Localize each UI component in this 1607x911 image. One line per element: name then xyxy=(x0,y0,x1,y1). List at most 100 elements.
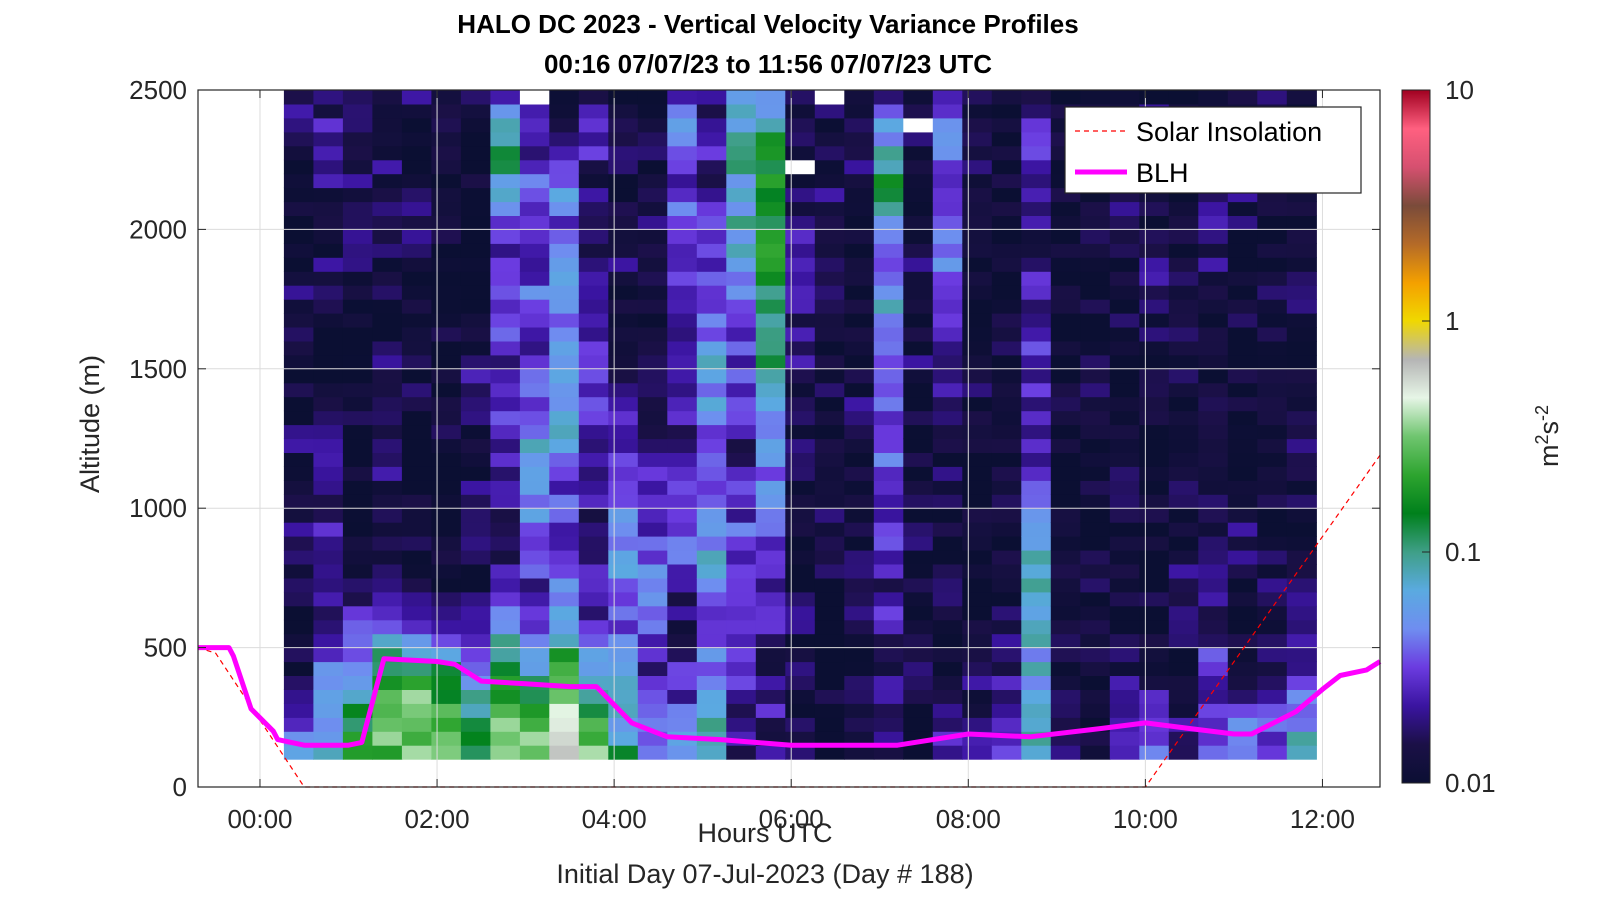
heatmap-cell xyxy=(1109,424,1140,440)
heatmap-cell xyxy=(667,90,698,105)
heatmap-cell xyxy=(401,173,432,189)
heatmap-cell xyxy=(1257,424,1288,440)
heatmap-cell xyxy=(932,466,963,481)
heatmap-cell xyxy=(1080,647,1111,663)
heatmap-cell xyxy=(785,675,816,690)
heatmap-cell xyxy=(578,480,609,495)
heatmap-cell xyxy=(1080,396,1111,412)
heatmap-cell xyxy=(1139,577,1170,593)
heatmap-cell xyxy=(431,689,462,704)
heatmap-cell xyxy=(1109,647,1140,663)
heatmap-cell xyxy=(283,717,314,732)
heatmap-cell xyxy=(726,410,757,426)
heatmap-cell xyxy=(578,717,609,732)
heatmap-cell xyxy=(401,368,432,384)
heatmap-cell xyxy=(814,145,845,161)
heatmap-cell xyxy=(1139,215,1170,230)
heatmap-cell xyxy=(1257,480,1288,495)
heatmap-cell xyxy=(1109,452,1140,467)
heatmap-cell xyxy=(1227,717,1258,732)
heatmap-cell xyxy=(873,564,904,579)
heatmap-cell xyxy=(755,257,786,272)
heatmap-cell xyxy=(932,675,963,690)
heatmap-cell xyxy=(962,661,993,676)
heatmap-cell xyxy=(1168,494,1199,509)
heatmap-cell xyxy=(755,550,786,565)
heatmap-cell xyxy=(1198,257,1229,272)
heatmap-cell xyxy=(962,187,993,203)
heatmap-cell xyxy=(991,410,1022,426)
heatmap-cell xyxy=(431,703,462,718)
heatmap-cell xyxy=(962,103,993,119)
heatmap-cell xyxy=(490,159,521,175)
heatmap-cell xyxy=(1286,285,1317,300)
heatmap-cell xyxy=(1168,354,1199,370)
heatmap-cell xyxy=(991,340,1022,356)
heatmap-cell xyxy=(991,327,1022,342)
heatmap-cell xyxy=(1286,452,1317,467)
heatmap-cell xyxy=(667,327,698,342)
heatmap-cell xyxy=(578,550,609,565)
heatmap-cell xyxy=(962,159,993,175)
heatmap-cell xyxy=(903,605,934,621)
heatmap-cell xyxy=(1198,299,1229,314)
heatmap-cell xyxy=(519,368,550,384)
heatmap-cell xyxy=(991,508,1022,523)
heatmap-cell xyxy=(1139,703,1170,718)
heatmap-cell xyxy=(1139,494,1170,509)
heatmap-cell xyxy=(1021,550,1052,565)
heatmap-cell xyxy=(814,396,845,412)
heatmap-cell xyxy=(903,647,934,663)
heatmap-cell xyxy=(844,522,875,537)
heatmap-cell xyxy=(1050,438,1081,453)
heatmap-cell xyxy=(785,368,816,384)
heatmap-cell xyxy=(1198,90,1229,105)
heatmap-cell xyxy=(1109,536,1140,551)
heatmap-cell xyxy=(844,131,875,147)
heatmap-cell xyxy=(932,173,963,189)
heatmap-cell xyxy=(637,703,668,718)
heatmap-cell xyxy=(814,689,845,704)
heatmap-cell xyxy=(519,731,550,746)
heatmap-cell xyxy=(608,550,639,565)
heatmap-cell xyxy=(1198,215,1229,230)
heatmap-cell xyxy=(962,243,993,258)
heatmap-cell xyxy=(372,605,403,621)
heatmap-cell xyxy=(903,675,934,690)
heatmap-cell xyxy=(814,508,845,523)
heatmap-cell xyxy=(401,285,432,300)
heatmap-cell xyxy=(1109,480,1140,495)
heatmap-cell xyxy=(844,480,875,495)
heatmap-cell xyxy=(549,159,580,175)
heatmap-cell xyxy=(1198,354,1229,370)
heatmap-cell xyxy=(431,145,462,161)
heatmap-cell xyxy=(637,536,668,551)
heatmap-cell xyxy=(932,313,963,328)
heatmap-cell xyxy=(490,438,521,453)
heatmap-cell xyxy=(814,466,845,481)
heatmap-cell xyxy=(1198,368,1229,384)
heatmap-cell xyxy=(755,299,786,314)
heatmap-cell xyxy=(814,285,845,300)
heatmap-cell xyxy=(696,257,727,272)
heatmap-cell xyxy=(608,368,639,384)
heatmap-cell xyxy=(1139,90,1170,105)
heatmap-cell xyxy=(844,117,875,133)
heatmap-cell xyxy=(1227,215,1258,230)
heatmap-cell xyxy=(873,438,904,453)
heatmap-cell xyxy=(1257,257,1288,272)
heatmap-cell xyxy=(755,340,786,356)
heatmap-cell xyxy=(1021,536,1052,551)
heatmap-cell xyxy=(401,313,432,328)
heatmap-cell xyxy=(726,745,757,760)
heatmap-cell xyxy=(549,243,580,258)
heatmap-cell xyxy=(1257,410,1288,426)
heatmap-cell xyxy=(1227,564,1258,579)
heatmap-cell xyxy=(431,159,462,175)
heatmap-cell xyxy=(313,564,344,579)
heatmap-cell xyxy=(401,564,432,579)
heatmap-cell xyxy=(667,745,698,760)
heatmap-cell xyxy=(1257,327,1288,342)
heatmap-cell xyxy=(519,480,550,495)
heatmap-cell xyxy=(1139,675,1170,690)
